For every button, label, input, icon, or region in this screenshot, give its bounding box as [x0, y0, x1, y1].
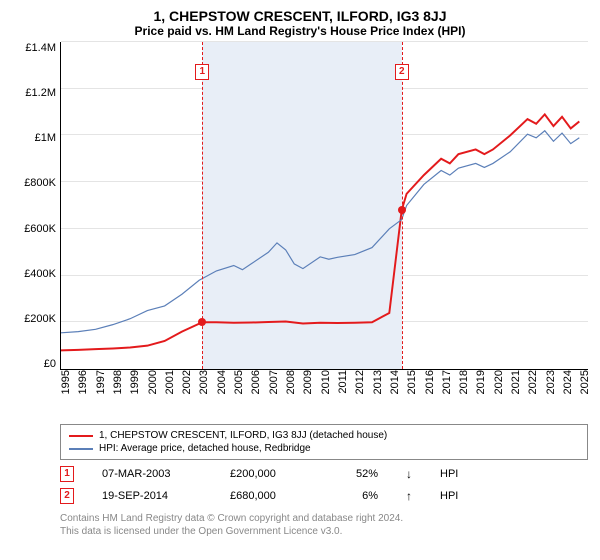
chart-subtitle: Price paid vs. HM Land Registry's House …	[12, 24, 588, 38]
x-tick-label: 2020	[493, 370, 505, 394]
y-tick-label: £1.4M	[12, 42, 56, 54]
transaction-marker-dot	[398, 206, 406, 214]
transaction-row: 2 19-SEP-2014 £680,000 6% ↑ HPI	[60, 488, 588, 504]
chart-title: 1, CHEPSTOW CRESCENT, ILFORD, IG3 8JJ	[12, 8, 588, 24]
transaction-pct: 52%	[338, 468, 378, 480]
y-tick-label: £800K	[12, 177, 56, 189]
x-tick-label: 2011	[337, 370, 349, 394]
x-tick-label: 2006	[250, 370, 262, 394]
x-tick-label: 2017	[441, 370, 453, 394]
x-tick-label: 2005	[233, 370, 245, 394]
transaction-ref: HPI	[440, 468, 458, 480]
transaction-tag: 1	[60, 466, 74, 482]
x-tick-label: 2001	[164, 370, 176, 394]
y-tick-label: £0	[12, 358, 56, 370]
x-tick-label: 2023	[545, 370, 557, 394]
arrow-icon: ↑	[406, 489, 412, 503]
footer-line: Contains HM Land Registry data © Crown c…	[60, 512, 588, 525]
y-tick-label: £1M	[12, 132, 56, 144]
x-tick-label: 2025	[579, 370, 591, 394]
x-tick-label: 1999	[129, 370, 141, 394]
legend-label: HPI: Average price, detached house, Redb…	[99, 443, 311, 454]
transaction-price: £680,000	[230, 490, 310, 502]
x-tick-label: 2012	[354, 370, 366, 394]
x-tick-label: 2002	[181, 370, 193, 394]
transaction-marker-label: 2	[395, 64, 409, 80]
chart-area: £1.4M£1.2M£1M£800K£600K£400K£200K£0 12 1…	[12, 42, 588, 422]
arrow-icon: ↓	[406, 467, 412, 481]
x-tick-label: 2021	[510, 370, 522, 394]
chart-lines	[61, 42, 588, 369]
transaction-marker-dot	[198, 318, 206, 326]
series-hpi	[61, 131, 579, 333]
x-tick-label: 2003	[198, 370, 210, 394]
x-tick-label: 2018	[458, 370, 470, 394]
legend-swatch	[69, 448, 93, 450]
x-tick-label: 2022	[527, 370, 539, 394]
legend-item: HPI: Average price, detached house, Redb…	[69, 442, 579, 455]
legend-item: 1, CHEPSTOW CRESCENT, ILFORD, IG3 8JJ (d…	[69, 429, 579, 442]
legend-label: 1, CHEPSTOW CRESCENT, ILFORD, IG3 8JJ (d…	[99, 430, 387, 441]
x-tick-label: 1995	[60, 370, 72, 394]
transaction-price: £200,000	[230, 468, 310, 480]
x-tick-label: 2008	[285, 370, 297, 394]
footer-attribution: Contains HM Land Registry data © Crown c…	[60, 512, 588, 538]
transaction-marker-label: 1	[195, 64, 209, 80]
x-tick-label: 2013	[372, 370, 384, 394]
legend-swatch	[69, 435, 93, 437]
x-tick-label: 2024	[562, 370, 574, 394]
y-tick-label: £1.2M	[12, 87, 56, 99]
x-tick-label: 1998	[112, 370, 124, 394]
x-tick-label: 2009	[302, 370, 314, 394]
x-tick-label: 2004	[216, 370, 228, 394]
x-tick-label: 2010	[320, 370, 332, 394]
y-tick-label: £600K	[12, 223, 56, 235]
transaction-pct: 6%	[338, 490, 378, 502]
transaction-ref: HPI	[440, 490, 458, 502]
x-tick-label: 2019	[475, 370, 487, 394]
plot-region: 12	[60, 42, 588, 370]
y-tick-label: £200K	[12, 313, 56, 325]
transaction-row: 1 07-MAR-2003 £200,000 52% ↓ HPI	[60, 466, 588, 482]
transaction-tag: 2	[60, 488, 74, 504]
x-tick-label: 1997	[95, 370, 107, 394]
transaction-date: 19-SEP-2014	[102, 490, 202, 502]
x-axis: 1995 1996 1997 1998 1999 2000 2001 2002 2003 2004…	[60, 370, 588, 418]
footer-line: This data is licensed under the Open Gov…	[60, 525, 588, 538]
transaction-table: 1 07-MAR-2003 £200,000 52% ↓ HPI 2 19-SEP-2014 £…	[12, 466, 588, 504]
x-tick-label: 2014	[389, 370, 401, 394]
y-tick-label: £400K	[12, 268, 56, 280]
x-tick-label: 2015	[406, 370, 418, 394]
y-axis: £1.4M £1.2M £1M £800K £600K £400K £200K £0	[12, 42, 60, 370]
legend: 1, CHEPSTOW CRESCENT, ILFORD, IG3 8JJ (d…	[60, 424, 588, 460]
x-tick-label: 2016	[424, 370, 436, 394]
x-tick-label: 2000	[147, 370, 159, 394]
x-tick-label: 2007	[268, 370, 280, 394]
x-tick-label: 1996	[77, 370, 89, 394]
transaction-date: 07-MAR-2003	[102, 468, 202, 480]
